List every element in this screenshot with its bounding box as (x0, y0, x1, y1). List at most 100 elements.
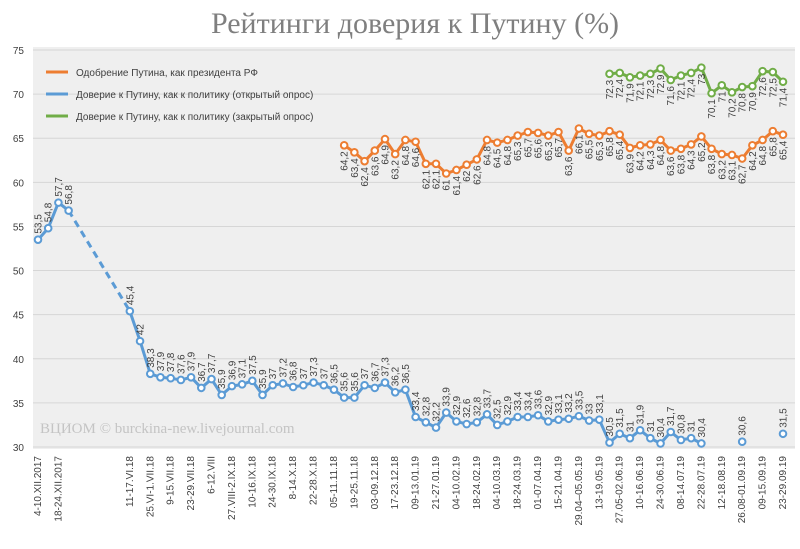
y-tick-label: 40 (13, 355, 25, 366)
chart-title: Рейтинги доверия к Путину (%) (211, 7, 619, 40)
data-label: 63,8 (707, 154, 718, 174)
x-tick-label: 25.VI-1.VII.18 (145, 456, 156, 518)
data-label: 37,5 (248, 355, 259, 375)
data-label: 62 (462, 170, 473, 182)
x-tick-label: 05-11.11.18 (329, 456, 340, 508)
data-label: 61,4 (452, 176, 463, 196)
data-point (758, 66, 767, 76)
data-label: 72,3 (646, 79, 657, 99)
data-label: 33,2 (564, 393, 575, 413)
data-label: 36,2 (391, 366, 402, 386)
data-point (686, 140, 696, 149)
data-point (595, 415, 604, 424)
x-tick-label: 26.08-01.09.19 (737, 456, 748, 524)
x-tick-label: 12-18.08.19 (717, 456, 728, 510)
data-label: 35,6 (350, 372, 361, 392)
data-point (625, 433, 635, 443)
data-label: 63,9 (625, 153, 636, 173)
data-label: 64,2 (636, 151, 647, 171)
data-label: 64,8 (503, 146, 514, 166)
data-label: 63,4 (350, 158, 361, 178)
data-label: 32,8 (472, 396, 483, 416)
data-point (523, 127, 533, 137)
data-point (431, 423, 441, 432)
x-tick-label: 08-14.07.19 (676, 456, 687, 510)
data-label: 32,5 (493, 399, 504, 419)
data-point (676, 71, 686, 80)
data-point (135, 336, 145, 346)
data-point (390, 388, 400, 397)
data-point (421, 159, 431, 169)
data-label: 61 (442, 179, 453, 191)
data-label: 32,9 (544, 396, 555, 416)
data-label: 63,1 (727, 161, 738, 181)
x-tick-label: 27.05-02.06.19 (615, 456, 626, 524)
data-label: 35,9 (217, 369, 228, 389)
data-label: 72,6 (758, 77, 769, 97)
data-label: 62,1 (421, 169, 432, 189)
data-point (462, 419, 471, 429)
data-point (564, 414, 573, 424)
data-label: 37 (319, 368, 330, 380)
data-point (758, 135, 767, 145)
data-label: 33,7 (483, 388, 494, 408)
x-tick-label: 9-15.VII.18 (166, 456, 177, 505)
data-point (605, 438, 614, 447)
data-label: 35,9 (258, 369, 269, 389)
data-point (605, 69, 614, 79)
data-label: 63,8 (676, 154, 687, 174)
data-label: 36,7 (370, 362, 381, 382)
data-label: 72,1 (676, 81, 687, 101)
data-label: 31,9 (636, 404, 647, 424)
y-tick-label: 30 (13, 443, 25, 454)
data-point (43, 223, 53, 233)
data-label: 42 (136, 324, 147, 336)
data-label: 31,5 (615, 408, 626, 428)
data-point (278, 379, 288, 388)
data-point (778, 429, 788, 439)
data-point (513, 412, 522, 422)
y-tick-label: 60 (13, 178, 25, 189)
data-label: 57,7 (54, 177, 65, 197)
data-label: 70,2 (727, 98, 738, 118)
x-tick-label: 8-14.X.18 (288, 456, 299, 500)
data-label: 37,1 (238, 358, 249, 378)
data-label: 72,4 (615, 79, 626, 99)
data-point (554, 415, 563, 424)
data-label: 33,1 (554, 394, 565, 414)
x-tick-label: 09-13.01.19 (411, 456, 422, 510)
data-point (370, 146, 380, 155)
data-label: 36,9 (227, 360, 238, 380)
data-label: 33,4 (523, 391, 534, 411)
data-label: 65,8 (768, 137, 779, 157)
data-point (288, 382, 298, 392)
data-label: 45,4 (125, 285, 136, 305)
data-label: 30,6 (738, 416, 749, 436)
data-label: 37,9 (156, 351, 167, 371)
data-point (737, 437, 747, 447)
data-point (176, 375, 186, 385)
data-point (33, 235, 43, 244)
data-label: 72,4 (687, 79, 698, 99)
dashed-connector (67, 209, 132, 312)
data-point (462, 160, 471, 169)
data-label: 33,5 (574, 390, 585, 410)
data-label: 35,6 (340, 372, 351, 392)
data-point (503, 417, 512, 426)
data-label: 37 (299, 368, 310, 380)
data-point (533, 128, 543, 138)
data-label: 63,6 (370, 156, 381, 176)
data-label: 62,6 (472, 165, 483, 185)
data-label: 63,2 (717, 160, 728, 180)
data-point (401, 385, 410, 394)
data-label: 64,8 (483, 146, 494, 166)
data-label: 64,8 (758, 146, 769, 166)
data-label: 33,9 (442, 387, 453, 407)
legend-label: Доверие к Путину, как к политику (закрыт… (76, 112, 314, 123)
data-label: 30,5 (605, 417, 616, 437)
data-label: 32,2 (432, 402, 443, 422)
data-label: 71,4 (779, 87, 790, 107)
data-point (237, 380, 247, 389)
data-label: 62,7 (738, 164, 749, 184)
data-point (248, 376, 257, 386)
